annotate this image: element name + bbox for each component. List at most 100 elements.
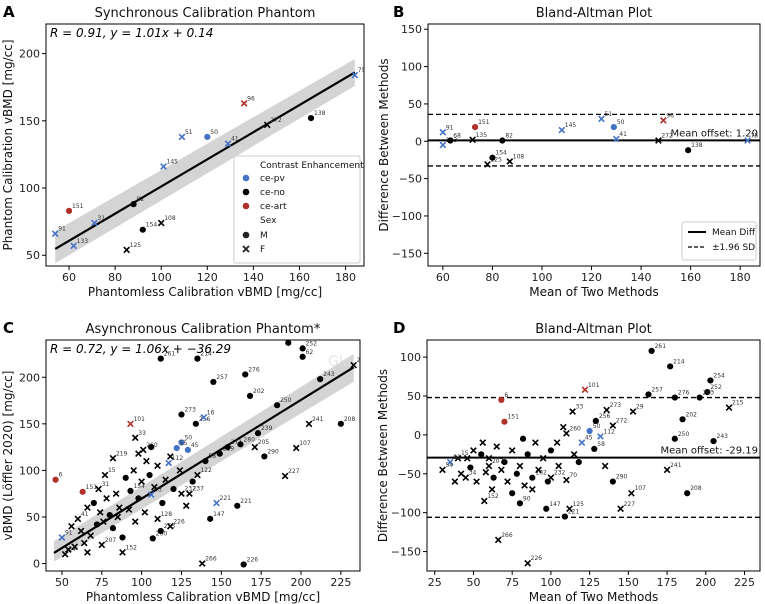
point-label: 154 bbox=[133, 483, 145, 490]
y-tick-label: 100 bbox=[401, 61, 422, 74]
point-label: 101 bbox=[588, 382, 600, 389]
point-label: 50 bbox=[593, 423, 601, 430]
data-point bbox=[480, 497, 488, 505]
watermark-text: Glo bbox=[328, 354, 351, 370]
point-label: 221 bbox=[568, 509, 580, 516]
data-point bbox=[143, 457, 150, 465]
data-point bbox=[178, 490, 185, 498]
point-label: 15 bbox=[461, 450, 469, 457]
data-point bbox=[200, 413, 208, 421]
point-label: 96 bbox=[247, 95, 255, 102]
x-tick-label: 180 bbox=[730, 271, 751, 284]
data-point bbox=[575, 459, 582, 466]
y-tick-label: 100 bbox=[19, 464, 40, 477]
data-point bbox=[74, 515, 82, 523]
point-label: 58 bbox=[208, 453, 216, 460]
x-tick-label: 150 bbox=[211, 576, 232, 589]
legend-marker bbox=[242, 202, 250, 210]
legend-label: ce-pv bbox=[260, 174, 285, 184]
point-label: 41 bbox=[231, 136, 239, 143]
data-point bbox=[189, 478, 196, 485]
data-point bbox=[101, 471, 109, 479]
data-point bbox=[610, 123, 617, 131]
data-point bbox=[696, 394, 703, 401]
data-point bbox=[558, 126, 566, 134]
data-point bbox=[305, 420, 313, 428]
data-point bbox=[52, 476, 59, 483]
data-point bbox=[307, 115, 315, 122]
data-point bbox=[684, 490, 691, 497]
point-label: 254 bbox=[713, 372, 725, 379]
data-point bbox=[744, 137, 751, 144]
point-label: 219 bbox=[116, 450, 128, 457]
y-tick-label: 50 bbox=[408, 98, 422, 111]
point-label: 152 bbox=[126, 544, 138, 551]
point-label: 271 bbox=[231, 439, 243, 446]
data-point bbox=[216, 450, 223, 457]
y-tick-label: −100 bbox=[392, 210, 422, 223]
point-label: 31 bbox=[102, 481, 110, 488]
x-tick-label: 125 bbox=[579, 576, 600, 589]
data-point bbox=[504, 478, 511, 485]
point-label: 50 bbox=[210, 129, 218, 136]
point-label: 208 bbox=[344, 416, 356, 423]
data-point bbox=[561, 513, 568, 520]
data-point bbox=[165, 459, 173, 467]
point-label: 226 bbox=[173, 518, 185, 525]
data-point bbox=[645, 391, 652, 398]
x-axis-label: Mean of Two Methods bbox=[529, 285, 658, 299]
y-tick-label: 200 bbox=[19, 371, 40, 384]
axes-frame bbox=[427, 23, 761, 267]
y-tick-label: 150 bbox=[401, 23, 422, 36]
legend: Mean Diff ±1.96 SD bbox=[681, 221, 757, 261]
point-label: 6 bbox=[504, 392, 508, 399]
data-point bbox=[667, 363, 674, 370]
data-point bbox=[159, 499, 166, 507]
legend-label: ce-art bbox=[260, 202, 287, 212]
point-label: 101 bbox=[133, 416, 145, 423]
axes-frame bbox=[45, 339, 361, 572]
chart-title: Synchronous Calibration Phantom bbox=[95, 6, 316, 21]
x-tick-label: 80 bbox=[108, 271, 122, 284]
data-point bbox=[96, 508, 104, 516]
legend-sex-title: Sex bbox=[260, 216, 277, 226]
data-point bbox=[79, 488, 86, 495]
data-point bbox=[488, 485, 496, 493]
data-point bbox=[470, 447, 477, 454]
point-label: 280 bbox=[243, 436, 255, 443]
point-label: 151 bbox=[507, 414, 519, 421]
data-point bbox=[351, 71, 359, 79]
point-label: 207 bbox=[492, 458, 504, 465]
y-tick-label: 0 bbox=[415, 135, 422, 148]
data-point bbox=[224, 140, 232, 148]
point-label: 50 bbox=[184, 434, 192, 441]
data-point bbox=[469, 136, 476, 144]
point-label: 45 bbox=[585, 435, 593, 442]
data-point bbox=[93, 521, 101, 528]
point-label: 34 bbox=[469, 470, 477, 477]
chart-title: Asynchronous Calibration Phantom* bbox=[86, 322, 321, 337]
data-point bbox=[516, 500, 524, 507]
point-label: 58 bbox=[597, 441, 605, 448]
data-point bbox=[485, 454, 493, 462]
panel-letter: B bbox=[393, 3, 404, 21]
axes-frame bbox=[426, 339, 761, 572]
point-label: 68 bbox=[453, 133, 461, 140]
data-point bbox=[497, 466, 505, 474]
point-label: 227 bbox=[288, 468, 300, 475]
data-point bbox=[563, 476, 570, 484]
point-label: 41 bbox=[81, 511, 89, 518]
data-point bbox=[317, 376, 324, 383]
data-point bbox=[213, 499, 220, 507]
point-label: 102 bbox=[535, 470, 547, 477]
data-point bbox=[524, 451, 531, 458]
point-label: 6 bbox=[59, 472, 63, 479]
point-label: 260 bbox=[569, 425, 581, 432]
point-label: 125 bbox=[130, 242, 142, 249]
data-point bbox=[119, 549, 126, 556]
legend-marker bbox=[242, 245, 250, 253]
regression-equation: R = 0.91, y = 1.01x + 0.14 bbox=[50, 26, 213, 40]
chart-title: Bland-Altman Plot bbox=[535, 322, 652, 337]
chart-title: Bland-Altman Plot bbox=[536, 6, 653, 21]
